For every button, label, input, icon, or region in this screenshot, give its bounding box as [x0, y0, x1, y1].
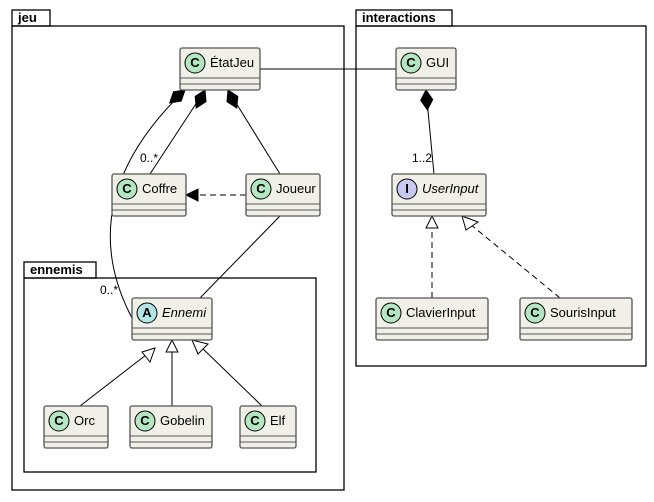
gen-orc-ennemi	[80, 348, 155, 406]
class-orc: C Orc	[44, 406, 108, 448]
class-gobelin: C Gobelin	[130, 406, 212, 448]
class-badge-letter: I	[405, 181, 409, 196]
class-badge-letter: C	[190, 55, 200, 70]
class-orc-label: Orc	[74, 413, 95, 428]
class-userinput-label: UserInput	[422, 181, 480, 196]
class-badge-letter: C	[140, 413, 150, 428]
class-badge-letter: A	[142, 305, 152, 320]
comp-etatjeu-joueur	[223, 87, 280, 174]
class-joueur-label: Joueur	[276, 181, 316, 196]
class-clavierinput: C ClavierInput	[376, 298, 488, 340]
class-sourisinput: C SourisInput	[520, 298, 632, 340]
class-elf-label: Elf	[270, 413, 286, 428]
class-badge-letter: C	[122, 181, 132, 196]
class-joueur: C Joueur	[246, 174, 320, 216]
gen-gobelin-ennemi	[166, 340, 178, 406]
comp-gui-userinput: 1..2	[412, 90, 434, 174]
realize-souris-userinput	[462, 216, 560, 298]
class-ennemi-label: Ennemi	[162, 305, 207, 320]
class-coffre-label: Coffre	[142, 181, 177, 196]
package-ennemis-label: ennemis	[30, 262, 83, 277]
class-gobelin-label: Gobelin	[160, 413, 205, 428]
class-badge-letter: C	[250, 413, 260, 428]
class-elf: C Elf	[240, 406, 296, 448]
package-interactions-label: interactions	[362, 10, 436, 25]
class-coffre: C Coffre	[112, 174, 186, 216]
class-sourisinput-label: SourisInput	[550, 305, 616, 320]
class-badge-letter: C	[54, 413, 64, 428]
assoc-joueur-ennemi	[200, 216, 280, 298]
class-etatjeu-label: ÉtatJeu	[210, 55, 254, 70]
class-etatjeu: C ÉtatJeu	[180, 48, 260, 90]
class-clavierinput-label: ClavierInput	[406, 305, 476, 320]
realize-clavier-userinput	[426, 216, 438, 298]
class-badge-letter: C	[256, 181, 266, 196]
mult-ennemi: 0..*	[100, 283, 118, 297]
class-gui-label: GUI	[426, 55, 449, 70]
package-jeu-label: jeu	[17, 10, 37, 25]
mult-coffre: 0..*	[140, 151, 158, 165]
mult-userinput: 1..2	[412, 151, 432, 165]
class-userinput: I UserInput	[392, 174, 486, 216]
dep-joueur-coffre	[186, 189, 246, 201]
class-badge-letter: C	[530, 305, 540, 320]
gen-elf-ennemi	[192, 340, 262, 406]
class-gui: C GUI	[396, 48, 456, 90]
class-badge-letter: C	[386, 305, 396, 320]
class-ennemi: A Ennemi	[132, 298, 212, 340]
class-badge-letter: C	[406, 55, 416, 70]
